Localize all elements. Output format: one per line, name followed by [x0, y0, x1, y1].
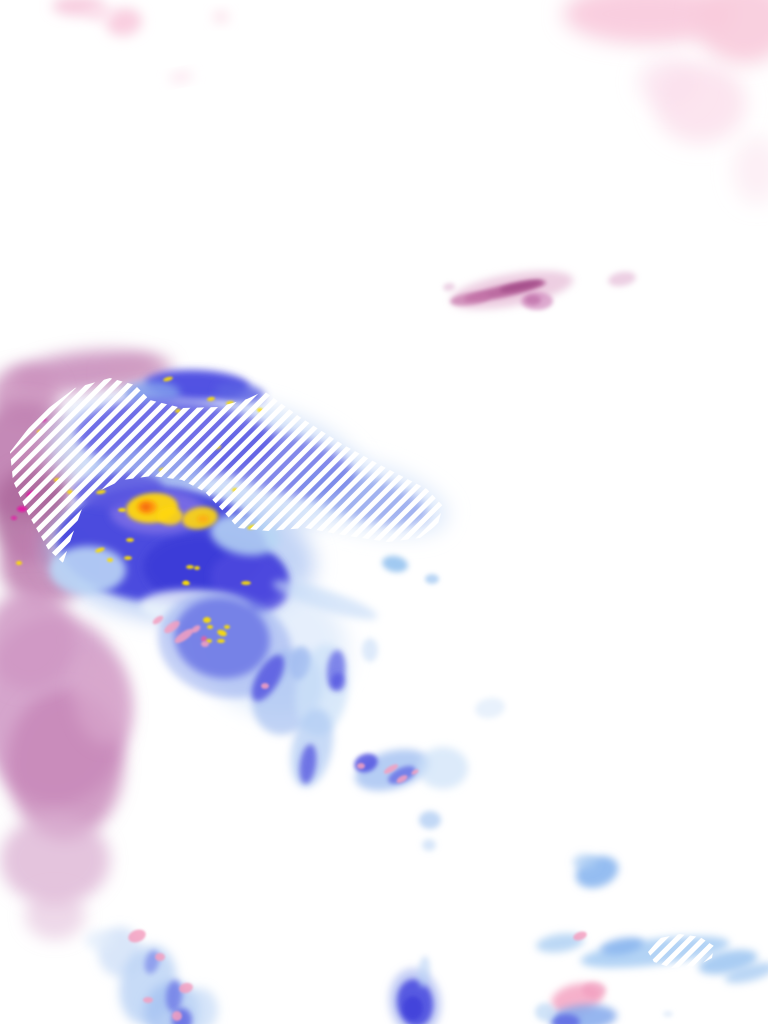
br-blob2 [573, 854, 597, 870]
bl-deep-2 [165, 980, 183, 1012]
hatch-overlay-main [10, 378, 443, 563]
salmon-fleck [261, 683, 269, 689]
yellow-fleck [203, 617, 211, 623]
mauve-bottom-fade [0, 815, 110, 905]
br-blue-deep [552, 1014, 580, 1024]
salmon-fleck [411, 769, 419, 775]
pink-cloud-topright-wisp [638, 58, 698, 106]
salmon-fleck [174, 628, 194, 644]
yellow-fleck [95, 547, 105, 553]
pink-cloud-topright-corner [696, 0, 768, 64]
br-blue-under [549, 1004, 617, 1024]
blue-se-light [418, 747, 468, 789]
pink-cloud-right-edge [733, 136, 768, 204]
pink-wisp-topleft-b [106, 7, 142, 37]
br-blue-left [535, 1003, 555, 1021]
magenta-fleck [11, 516, 17, 520]
blue-se-bit2 [422, 839, 436, 851]
pink-wisp-topleft-c [86, 5, 114, 21]
salmon-fleck [128, 929, 146, 943]
yellow-fleck [163, 376, 173, 382]
blue-se-deep2 [388, 766, 416, 784]
yellow-fleck [16, 561, 22, 565]
blue-spot-a [382, 555, 408, 573]
yellow-fleck [186, 565, 194, 569]
bl-faint [85, 930, 115, 950]
magenta-streak-tiny [443, 282, 455, 292]
salmon-fleck [164, 620, 180, 634]
blue-wisp-small [362, 638, 378, 662]
orange-second [197, 515, 209, 523]
bc-dot-core [403, 996, 423, 1020]
pink-cloud-topright-main [563, 0, 733, 44]
blue-slash-2 [299, 744, 317, 784]
yellow-fleck [194, 566, 200, 570]
magenta-fleck [17, 506, 27, 512]
magenta-streak-right [608, 271, 636, 287]
br-streak-deep [600, 937, 644, 955]
blue-wisp-mid [289, 646, 311, 680]
yellow-fleck [124, 556, 132, 560]
salmon-fleck [357, 763, 365, 769]
salmon-fleck [155, 953, 165, 961]
yellow-fleck [241, 581, 251, 585]
blue-slash-3b [331, 673, 345, 691]
salmon-fleck [179, 982, 193, 994]
magenta-streak-blob-core [525, 295, 541, 305]
yellow-fleck [107, 558, 113, 562]
orange-center [141, 503, 151, 511]
yellow-core-main2 [157, 507, 183, 525]
yellow-fleck [207, 625, 213, 629]
yellow-fleck [118, 508, 126, 512]
yellow-fleck [182, 581, 188, 585]
salmon-fleck [396, 775, 408, 783]
salmon-fleck [201, 641, 209, 647]
br-corner-streak [724, 962, 768, 984]
salmon-fleck [573, 931, 587, 941]
pink-streak-topleft [169, 71, 193, 83]
mauve-bottom-tip [25, 890, 85, 940]
pink-dot-topleft [213, 11, 229, 23]
blue-slash-1 [251, 654, 285, 702]
blue-wisp-east [475, 697, 505, 719]
blue-spot-b [425, 574, 439, 584]
br-pink-patch2 [582, 982, 606, 998]
salmon-fleck [143, 997, 153, 1003]
yellow-fleck [217, 629, 227, 637]
br-dot [663, 1011, 673, 1017]
mauve-lower-top [0, 590, 75, 690]
mauve-arm [73, 655, 131, 745]
magenta-streak-dark [499, 279, 543, 293]
hatch-overlay-bottom-right [648, 934, 714, 968]
yellow-fleck [224, 625, 230, 629]
blue-pale-inner-left [50, 546, 126, 594]
magenta-streak-left [450, 292, 490, 306]
salmon-fleck [172, 1011, 182, 1021]
yellow-fleck [126, 538, 134, 542]
bc-dot-tail [417, 956, 431, 988]
blue-diag-streak [272, 580, 378, 620]
yellow-fleck [207, 396, 215, 402]
hatch-overlay-layer [10, 378, 714, 968]
salmon-fleck [152, 615, 164, 625]
pink-dot-cluster2 [201, 636, 207, 642]
yellow-fleck [217, 639, 225, 643]
br-streak-left [536, 933, 584, 953]
salmon-fleck [383, 764, 399, 774]
blue-se-bit1 [419, 811, 441, 829]
salmon-fleck [191, 625, 201, 633]
blue-cluster2-halo [157, 591, 293, 699]
